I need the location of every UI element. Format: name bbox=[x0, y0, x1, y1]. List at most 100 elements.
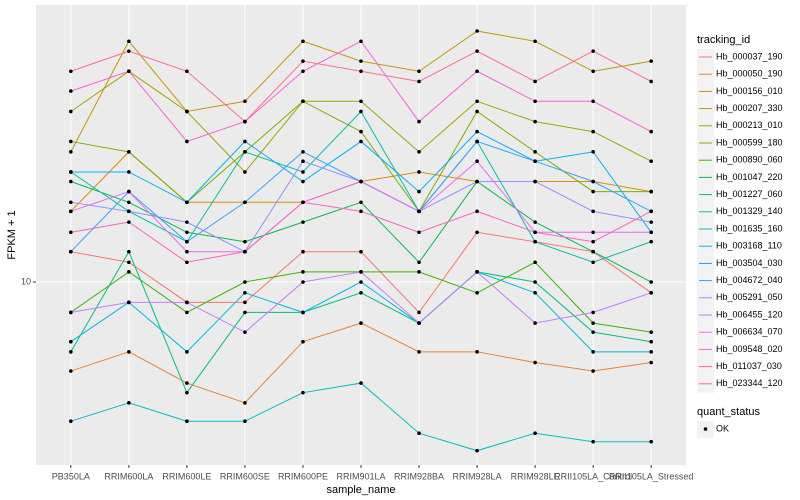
data-point bbox=[69, 249, 73, 254]
legend-title: tracking_id bbox=[697, 34, 750, 46]
data-point bbox=[591, 189, 595, 194]
data-point bbox=[359, 290, 363, 295]
data-point bbox=[417, 310, 421, 315]
data-point bbox=[69, 310, 73, 315]
data-point bbox=[533, 321, 537, 325]
data-point bbox=[69, 109, 73, 114]
data-point bbox=[301, 99, 305, 104]
data-point bbox=[475, 350, 479, 354]
data-point bbox=[591, 209, 595, 214]
data-point bbox=[533, 239, 537, 244]
data-point bbox=[475, 290, 479, 295]
data-point bbox=[533, 159, 537, 163]
data-point bbox=[591, 310, 595, 315]
data-point bbox=[533, 230, 537, 235]
x-tick-label: RRIM600PE bbox=[278, 471, 328, 481]
data-point bbox=[359, 139, 363, 144]
data-point bbox=[69, 170, 73, 174]
x-tick-label: RRIM600LA bbox=[104, 471, 153, 481]
legend-label: Hb_001047_220 bbox=[716, 172, 783, 182]
data-point bbox=[649, 360, 653, 365]
data-point bbox=[69, 200, 73, 205]
x-tick-label: RRIM600LE bbox=[162, 471, 211, 481]
data-point bbox=[69, 419, 73, 423]
data-point bbox=[243, 139, 247, 144]
data-point bbox=[649, 59, 653, 63]
legend-label: Hb_006455_120 bbox=[716, 309, 783, 319]
data-point bbox=[417, 230, 421, 235]
data-point bbox=[301, 280, 305, 284]
data-point bbox=[475, 270, 479, 274]
x-tick-label: RRIM600SE bbox=[220, 471, 270, 481]
data-point bbox=[475, 209, 479, 214]
data-point bbox=[243, 401, 247, 405]
data-point bbox=[591, 330, 595, 334]
data-point bbox=[243, 419, 247, 423]
x-tick-label: RRIM928LE bbox=[511, 471, 560, 481]
data-point bbox=[69, 69, 73, 74]
data-point bbox=[301, 390, 305, 395]
data-point bbox=[417, 350, 421, 354]
data-point bbox=[243, 239, 247, 244]
data-point bbox=[417, 431, 421, 436]
x-axis-title: sample_name bbox=[326, 484, 395, 496]
data-point bbox=[417, 260, 421, 265]
legend-label: Hb_000156_010 bbox=[716, 86, 783, 96]
data-point bbox=[591, 69, 595, 74]
data-point bbox=[359, 200, 363, 205]
legend-label: Hb_009548_020 bbox=[716, 344, 783, 354]
data-point bbox=[127, 170, 131, 174]
data-point bbox=[243, 310, 247, 315]
data-point bbox=[591, 321, 595, 325]
data-point bbox=[533, 280, 537, 284]
data-point bbox=[243, 99, 247, 104]
data-point bbox=[359, 209, 363, 214]
data-point bbox=[475, 49, 479, 53]
data-point bbox=[359, 39, 363, 44]
data-point bbox=[185, 239, 189, 244]
x-tick-label: RRIM928LA bbox=[453, 471, 502, 481]
legend-label: Hb_000213_010 bbox=[716, 120, 783, 130]
data-point bbox=[127, 200, 131, 205]
data-point bbox=[533, 99, 537, 104]
data-point bbox=[533, 220, 537, 224]
data-point bbox=[359, 109, 363, 114]
data-point bbox=[127, 300, 131, 305]
data-point bbox=[243, 119, 247, 124]
data-point bbox=[359, 59, 363, 63]
data-point bbox=[533, 150, 537, 154]
data-point bbox=[127, 260, 131, 265]
data-point bbox=[649, 439, 653, 444]
data-point bbox=[475, 109, 479, 114]
data-point bbox=[185, 249, 189, 254]
data-point bbox=[127, 209, 131, 214]
data-point bbox=[301, 179, 305, 184]
data-point bbox=[185, 69, 189, 74]
data-point bbox=[185, 419, 189, 423]
legend-label: Hb_003168_110 bbox=[716, 241, 782, 251]
legend-label: Hb_006634_070 bbox=[716, 327, 783, 337]
data-point bbox=[591, 99, 595, 104]
data-point bbox=[301, 249, 305, 254]
data-point bbox=[649, 290, 653, 295]
data-point bbox=[649, 230, 653, 235]
data-point bbox=[417, 79, 421, 84]
data-point bbox=[591, 260, 595, 265]
data-point bbox=[69, 150, 73, 154]
data-point bbox=[301, 170, 305, 174]
data-point bbox=[127, 69, 131, 74]
data-point bbox=[649, 159, 653, 163]
data-point bbox=[301, 69, 305, 74]
data-point bbox=[591, 249, 595, 254]
y-axis-title: FPKM + 1 bbox=[6, 210, 18, 259]
data-point bbox=[591, 150, 595, 154]
data-point bbox=[591, 369, 595, 373]
legend-title: quant_status bbox=[697, 406, 760, 418]
data-point bbox=[417, 170, 421, 174]
data-point bbox=[649, 330, 653, 334]
data-point bbox=[243, 330, 247, 334]
legend-label: Hb_000037_190 bbox=[716, 51, 783, 61]
data-point bbox=[417, 189, 421, 194]
x-tick-label: RRIM901LA bbox=[336, 471, 385, 481]
